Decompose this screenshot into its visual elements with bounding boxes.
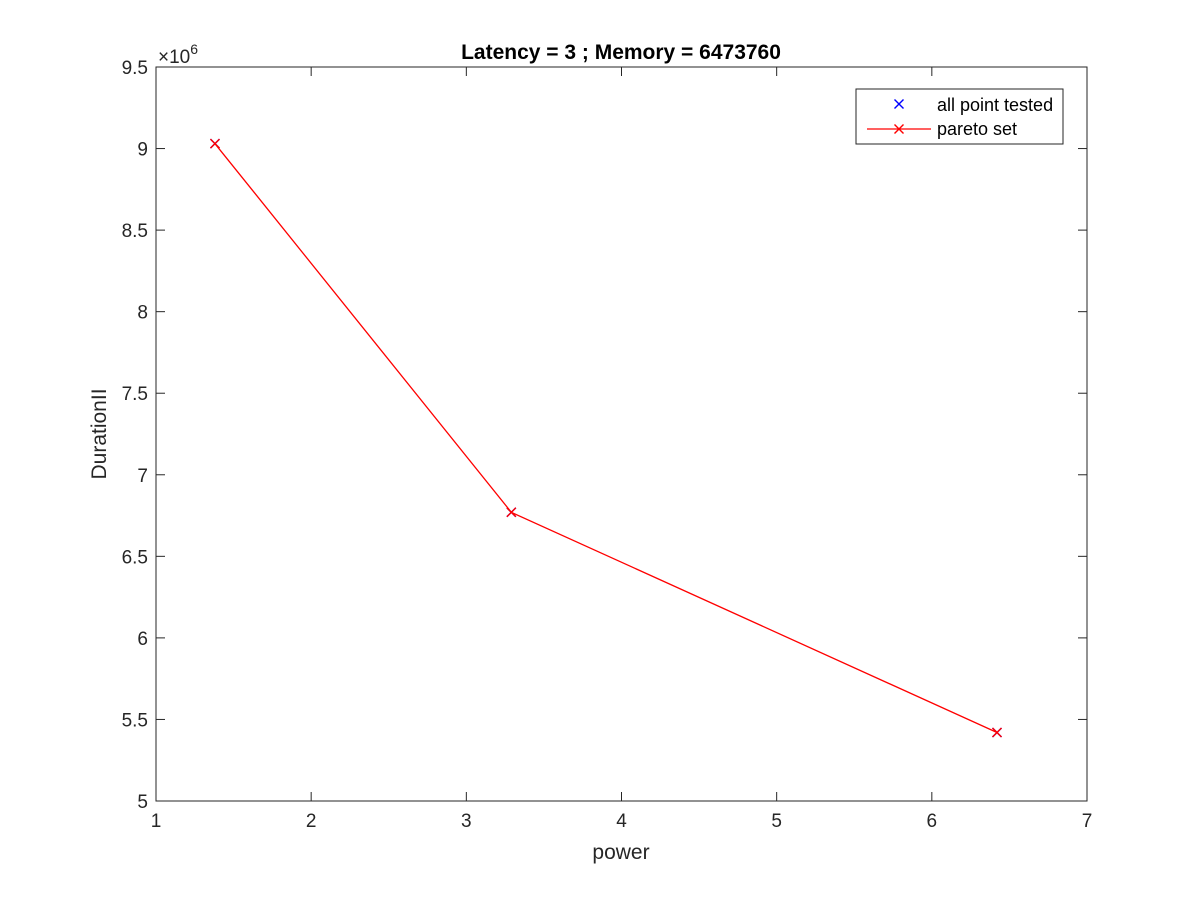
y-tick-label: 6.5: [122, 547, 148, 568]
y-tick-label: 8: [137, 303, 148, 324]
y-tick-label: 7: [137, 466, 148, 487]
legend-label-all-point-tested: all point tested: [937, 95, 1053, 115]
data-point-pareto-set: [506, 507, 517, 518]
x-tick-label: 3: [461, 811, 472, 832]
y-tick-label: 5.5: [122, 710, 148, 731]
chart-title: Latency = 3 ; Memory = 6473760: [461, 41, 781, 64]
x-tick-label: 1: [151, 811, 162, 832]
y-tick-label: 9.5: [122, 58, 148, 79]
y-axis-label: DurationII: [88, 388, 111, 479]
legend-marker-all-point-tested: [894, 99, 904, 109]
y-exponent-power: 6: [190, 41, 198, 57]
x-axis-label: power: [592, 841, 649, 864]
x-axis-ticks: 1 2 3 4 5 6 7: [151, 67, 1093, 832]
y-tick-label: 8.5: [122, 221, 148, 242]
legend-box: [855, 88, 1064, 145]
legend-entry-all-point-tested: all point tested: [894, 95, 1053, 115]
series-layer: [209, 138, 1002, 738]
y-tick-label: 6: [137, 629, 148, 650]
x-tick-label: 2: [306, 811, 317, 832]
data-point-pareto-set: [209, 138, 220, 149]
x-tick-label: 7: [1082, 811, 1093, 832]
y-axis-ticks: 5 5.5 6 6.5 7 7.5 8 8.5 9 9.5: [122, 58, 1087, 813]
legend-x-pareto-set-stroke-b: [894, 124, 904, 134]
series-pareto-set: [209, 138, 1002, 738]
legend-label-pareto-set: pareto set: [937, 119, 1017, 139]
data-point-pareto-set-stroke-b: [506, 507, 517, 518]
y-tick-label: 7.5: [122, 384, 148, 405]
data-point-pareto-set: [992, 727, 1002, 738]
y-tick-label: 5: [137, 792, 148, 813]
plot-area: [156, 67, 1087, 801]
legend-x-all-point-tested: [894, 99, 904, 109]
legend-entry-pareto-set: pareto set: [867, 119, 1017, 139]
x-tick-label: 5: [771, 811, 782, 832]
x-tick-label: 4: [616, 811, 627, 832]
data-point-pareto-set-stroke-b: [209, 138, 220, 149]
data-point-pareto-set-stroke-b: [992, 727, 1002, 738]
legend-x-all-point-tested-stroke-b: [894, 99, 904, 109]
x-tick-label: 6: [927, 811, 938, 832]
y-tick-label: 9: [137, 140, 148, 161]
legend: all point tested pareto set: [855, 88, 1064, 145]
y-axis-exponent: ×106: [158, 41, 198, 68]
plot-frame: [155, 66, 1088, 802]
axes: 1 2 3 4 5 6 7 5 5.5 6 6.5 7 7.5 8 8.5 9 9.5: [122, 58, 1093, 832]
legend-x-pareto-set: [894, 124, 904, 134]
y-exponent-base: ×10: [158, 47, 190, 68]
legend-marker-pareto-set: [894, 124, 904, 134]
